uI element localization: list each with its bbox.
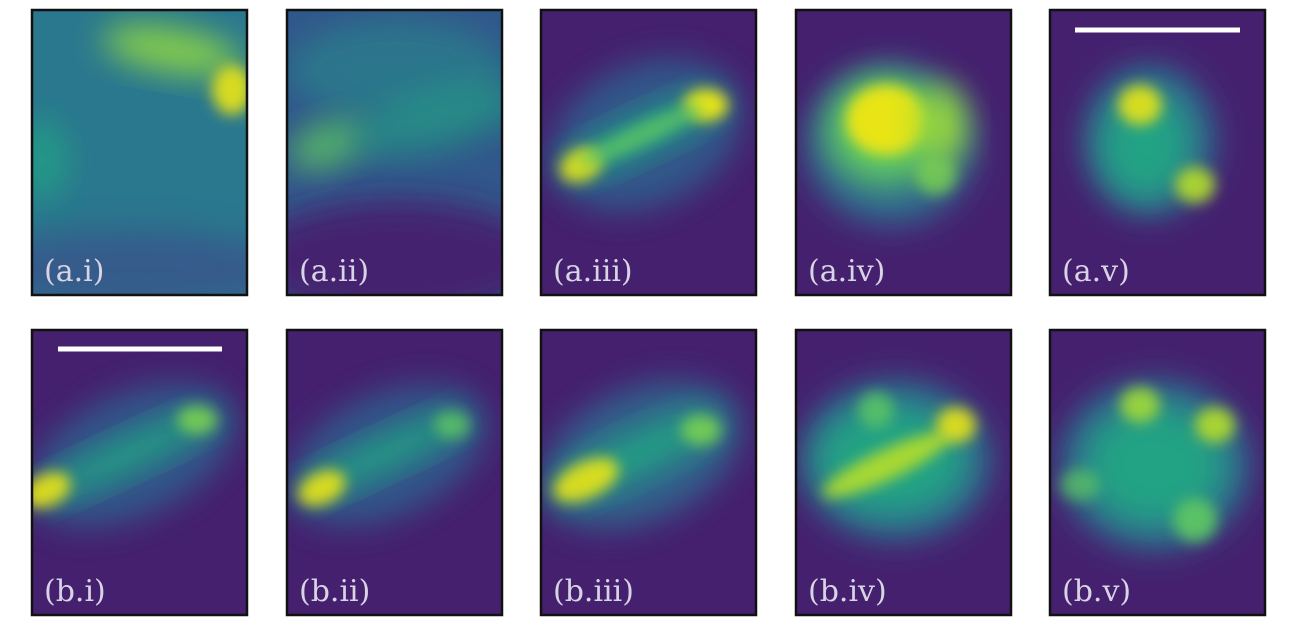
blob (349, 82, 502, 158)
image-panel: (a.ii) (285, 8, 504, 297)
image (541, 10, 756, 295)
blob (822, 432, 950, 498)
blob (288, 120, 366, 170)
blob (32, 472, 71, 508)
image-panel: (b.iv) (794, 328, 1013, 617)
blob (212, 65, 247, 115)
panel-border (30, 8, 249, 297)
blob (1175, 167, 1215, 203)
image-panel: (b.i) (30, 328, 249, 617)
panel-label: (a.iii) (553, 254, 633, 289)
blob (916, 85, 966, 165)
blob (577, 104, 705, 166)
image (541, 330, 756, 615)
image-panel: (a.iii) (539, 8, 758, 297)
image-panel: (a.i) (30, 8, 249, 297)
blob (298, 470, 346, 506)
blob (1118, 85, 1162, 125)
blob (858, 392, 894, 428)
blob (434, 411, 470, 439)
panel-label: (a.ii) (299, 254, 369, 289)
image (32, 10, 247, 295)
panel-label: (b.v) (1062, 574, 1131, 609)
panel-label: (b.i) (44, 574, 106, 609)
blob (846, 85, 926, 155)
image-panel: (b.iii) (539, 328, 758, 617)
blob (1100, 90, 1190, 200)
panel-border (794, 8, 1013, 297)
blob (177, 406, 217, 434)
panel-border (285, 8, 504, 297)
blob (553, 457, 619, 503)
blob (1120, 387, 1160, 423)
blob (681, 415, 721, 445)
blob (1060, 469, 1100, 501)
panel-label: (b.iii) (553, 574, 634, 609)
image (1050, 330, 1265, 615)
panel-border (539, 328, 758, 617)
blob (1085, 405, 1225, 525)
panel-border (285, 328, 504, 617)
panel-border (1048, 328, 1267, 617)
blob (102, 25, 242, 75)
panel-label: (a.i) (44, 254, 104, 289)
panel-border (794, 328, 1013, 617)
blob (32, 120, 67, 200)
blob (1195, 407, 1235, 443)
image (287, 10, 502, 295)
image (796, 10, 1011, 295)
panel-border (539, 8, 758, 297)
blob (1173, 498, 1217, 542)
blob (32, 230, 247, 295)
panel-label: (b.ii) (299, 574, 370, 609)
panel-label: (a.iv) (808, 254, 885, 289)
panel-border (30, 328, 249, 617)
panel-label: (b.iv) (808, 574, 887, 609)
image-panel: (b.v) (1048, 328, 1267, 617)
blob (936, 407, 976, 443)
panel-label: (a.v) (1062, 254, 1130, 289)
image-panel: (b.ii) (285, 328, 504, 617)
blob (916, 155, 956, 195)
image (287, 330, 502, 615)
image-panel: (a.v) (1048, 8, 1267, 297)
image (796, 330, 1011, 615)
image (32, 330, 247, 615)
panel-border (1048, 8, 1267, 297)
image (1050, 10, 1265, 295)
blob (287, 200, 502, 295)
image-panel: (a.iv) (794, 8, 1013, 297)
blob (36, 410, 218, 500)
